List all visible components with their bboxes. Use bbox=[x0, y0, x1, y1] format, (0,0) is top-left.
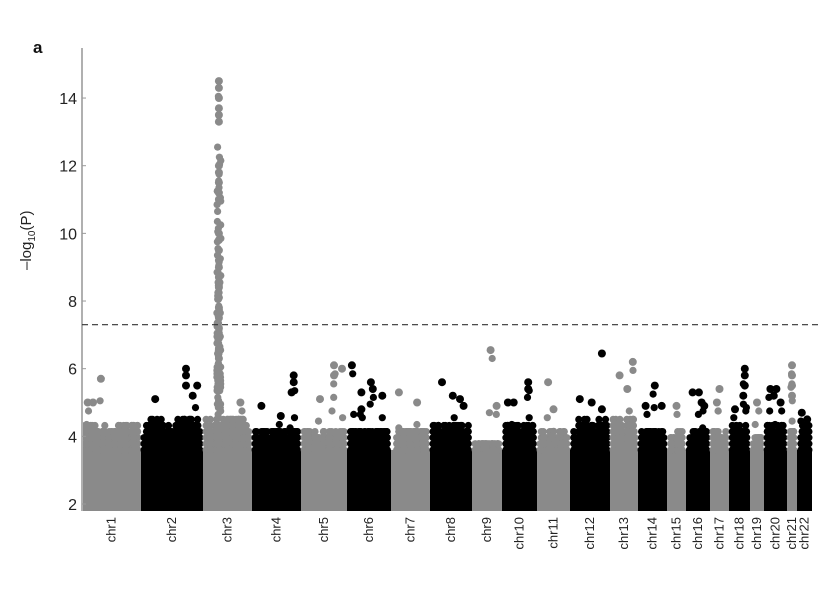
chromosome-chr17 bbox=[709, 385, 730, 511]
y-axis: 2 4 6 8 10 12 14 bbox=[59, 48, 86, 514]
y-tick-label: 12 bbox=[59, 159, 77, 176]
x-tick-label: chr10 bbox=[512, 517, 527, 550]
y-tick-label: 8 bbox=[68, 294, 77, 311]
chromosome-chr7 bbox=[391, 388, 430, 511]
panel-label: a bbox=[33, 38, 43, 57]
data-points bbox=[81, 77, 813, 511]
chromosome-chr5 bbox=[300, 361, 348, 511]
chromosome-chr20 bbox=[763, 385, 788, 511]
x-tick-label: chr15 bbox=[669, 517, 684, 550]
x-tick-label: chr20 bbox=[768, 517, 783, 550]
x-tick-label: chr7 bbox=[403, 517, 418, 542]
x-tick-label: chr2 bbox=[164, 517, 179, 542]
x-tick-label: chr22 bbox=[797, 517, 812, 550]
x-tick-label: chr21 bbox=[784, 517, 799, 550]
y-tick-label: 4 bbox=[68, 429, 77, 446]
x-tick-label: chr12 bbox=[582, 517, 597, 550]
chromosome-chr10 bbox=[502, 378, 537, 511]
x-tick-label: chr11 bbox=[546, 517, 561, 549]
chromosome-chr14 bbox=[637, 381, 668, 511]
chromosome-chr1 bbox=[81, 374, 142, 511]
x-tick-label: chr17 bbox=[712, 517, 727, 550]
x-tick-label: chr13 bbox=[616, 517, 631, 550]
y-tick-label: 6 bbox=[68, 362, 77, 379]
x-tick-label: chr5 bbox=[316, 517, 331, 542]
chromosome-chr22 bbox=[797, 408, 813, 511]
chromosome-chr19 bbox=[749, 398, 765, 511]
y-tick-label: 10 bbox=[59, 226, 77, 243]
x-tick-label: chr4 bbox=[269, 517, 284, 542]
x-tick-label: chr1 bbox=[104, 517, 119, 542]
chromosome-chr6 bbox=[347, 361, 391, 511]
chromosome-chr11 bbox=[536, 378, 571, 511]
x-tick-label: chr6 bbox=[361, 517, 376, 542]
x-tick-label: chr14 bbox=[645, 517, 660, 550]
chromosome-chr3 bbox=[202, 77, 253, 511]
x-tick-label: chr3 bbox=[220, 517, 235, 542]
chromosome-chr2 bbox=[140, 364, 204, 511]
chromosome-chr12 bbox=[570, 349, 611, 511]
chromosome-chr9 bbox=[471, 346, 503, 511]
y-tick-label: 2 bbox=[68, 497, 77, 514]
x-tick-label: chr8 bbox=[443, 517, 458, 542]
x-tick-label: chr19 bbox=[749, 517, 764, 550]
x-tick-label: chr16 bbox=[690, 517, 705, 550]
chromosome-chr4 bbox=[251, 371, 302, 511]
chromosome-chr18 bbox=[728, 364, 751, 511]
chromosome-chr8 bbox=[429, 378, 472, 511]
chromosome-chr16 bbox=[685, 388, 711, 511]
chromosome-chr15 bbox=[667, 401, 686, 511]
x-tick-label: chr9 bbox=[479, 517, 494, 542]
chromosome-chr21 bbox=[786, 361, 798, 511]
x-tick-label: chr18 bbox=[732, 517, 747, 550]
y-tick-label: 14 bbox=[59, 91, 77, 108]
chromosome-chr13 bbox=[609, 357, 639, 511]
x-axis-labels: chr1 chr2 chr3 chr4 chr5 chr6 chr7 chr8 chr9 chr1… bbox=[104, 517, 812, 550]
